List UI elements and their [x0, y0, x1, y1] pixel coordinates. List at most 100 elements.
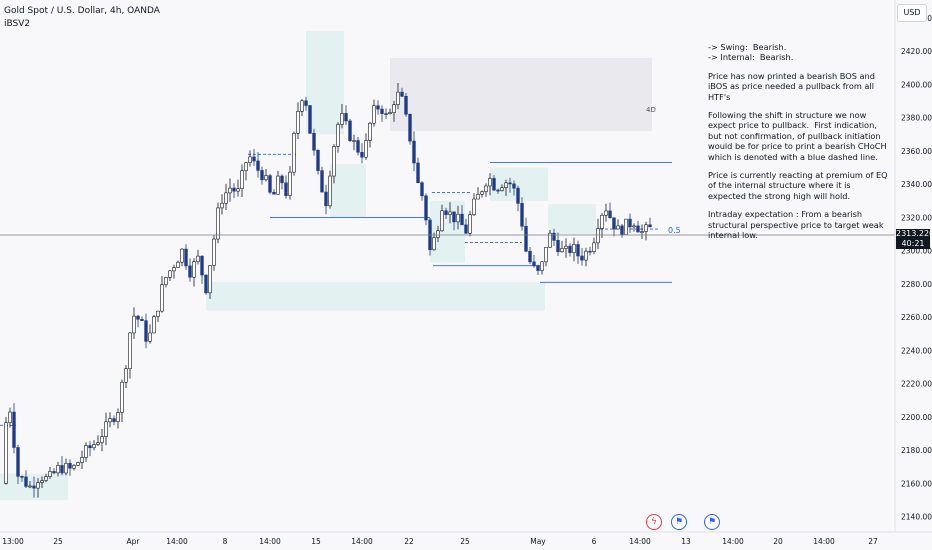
candle-body	[416, 162, 420, 183]
current-price-tag: 2313.220 40:21	[896, 229, 932, 249]
currency-button[interactable]: USD	[897, 4, 927, 22]
event-glyph: ⚑	[674, 517, 684, 527]
time-tick-label: 20	[773, 537, 783, 546]
candle-body	[308, 105, 312, 134]
candle-body	[88, 445, 92, 449]
candle-body	[352, 140, 356, 142]
candle-body	[596, 228, 600, 244]
candle-body	[256, 160, 260, 171]
candle-body	[84, 445, 88, 458]
candle-body	[92, 444, 96, 449]
candle-body	[336, 124, 340, 147]
price-tick-label: 2200.000	[901, 413, 932, 422]
candle-body	[232, 187, 236, 192]
candle-body	[640, 231, 644, 233]
candle-body	[296, 111, 300, 134]
price-tick-label: 2340.000	[901, 180, 932, 189]
candle-body	[496, 189, 500, 192]
demand-zone	[306, 31, 344, 135]
price-tick-label: 2220.000	[901, 380, 932, 389]
time-tick-label: 14:00	[722, 537, 744, 546]
candle-body	[56, 465, 60, 474]
candle-body	[488, 178, 492, 187]
candle-body	[332, 146, 336, 177]
indicator-label[interactable]: iBSV2	[4, 19, 31, 29]
candle-body	[624, 218, 628, 235]
price-tick-label: 2240.000	[901, 346, 932, 355]
candle-body	[568, 245, 572, 253]
candle-body	[556, 240, 560, 253]
candle-body	[592, 242, 596, 253]
candle-body	[508, 182, 512, 185]
candle-body	[212, 238, 216, 266]
symbol-title[interactable]: Gold Spot / U.S. Dollar, 4h, OANDA	[4, 6, 160, 16]
candle-body	[388, 112, 392, 114]
us-flag-event-icon[interactable]: ⚑	[704, 514, 720, 530]
candle-body	[100, 436, 104, 443]
candle-body	[548, 232, 552, 248]
candle-body	[384, 113, 388, 115]
candle-body	[576, 244, 580, 257]
candle-body	[228, 187, 232, 194]
candle-body	[584, 250, 588, 261]
price-tick-label: 2300.000	[901, 247, 932, 256]
time-tick-label: 8	[223, 537, 228, 546]
candle-body	[504, 182, 508, 189]
candle-body	[172, 267, 176, 272]
time-tick-label: 14:00	[629, 537, 651, 546]
candle-body	[72, 465, 76, 469]
supply-zone	[390, 57, 652, 132]
candle-body	[468, 214, 472, 234]
current-price-value: 2313.220	[896, 229, 932, 238]
note-line: -> Swing: Bearish. -> Internal: Bearish.	[708, 42, 794, 63]
candle-body	[432, 237, 436, 251]
candle-body	[436, 230, 440, 238]
candle-body	[632, 225, 636, 228]
candle-body	[304, 100, 308, 106]
price-tick-label: 2320.000	[901, 213, 932, 222]
candle-body	[288, 171, 292, 196]
candle-body	[492, 178, 496, 191]
demand-zone	[206, 282, 545, 311]
candle-body	[404, 95, 408, 115]
candle-body	[152, 316, 156, 334]
candle-body	[528, 250, 532, 263]
candle-body	[344, 113, 348, 122]
candle-body	[572, 244, 576, 253]
candle-body	[140, 318, 144, 321]
time-tick-label: 25	[53, 537, 63, 546]
candle-body	[40, 480, 44, 483]
time-axis: 13:00 25 Apr 14:00 8 14:00 15 14:00 22 25 May 6 14:0…	[2, 537, 878, 546]
candle-body	[604, 210, 608, 216]
note-line: Following the shift in structure we now …	[708, 110, 890, 162]
candle-body	[200, 255, 204, 276]
candle-body	[380, 108, 384, 114]
candle-body	[324, 191, 328, 207]
demand-zone	[430, 200, 465, 263]
candle-body	[76, 462, 80, 466]
candle-body	[456, 213, 460, 223]
candle-body	[364, 140, 368, 158]
structure-lines-layer	[0, 153, 672, 426]
time-tick-label: 15	[311, 537, 321, 546]
candle-body	[628, 218, 632, 228]
time-tick-label: 25	[460, 537, 470, 546]
candle-body	[472, 198, 476, 215]
candle-body	[588, 250, 592, 253]
event-glyph: ϟ	[651, 517, 657, 527]
candle-body	[192, 261, 196, 278]
dividend-event-icon[interactable]: ϟ	[646, 514, 662, 530]
us-flag-event-icon[interactable]: ⚑	[671, 514, 687, 530]
candle-body	[564, 245, 568, 249]
candle-body	[32, 485, 36, 489]
candle-body	[80, 457, 84, 463]
candle-body	[580, 255, 584, 261]
candle-body	[484, 185, 488, 193]
time-tick-label: Apr	[127, 537, 141, 546]
time-tick-label: 14:00	[259, 537, 281, 546]
price-tick-label: 2380.000	[901, 114, 932, 123]
candle-body	[636, 225, 640, 233]
candle-body	[616, 225, 620, 230]
time-tick-label: 13:00	[2, 537, 24, 546]
